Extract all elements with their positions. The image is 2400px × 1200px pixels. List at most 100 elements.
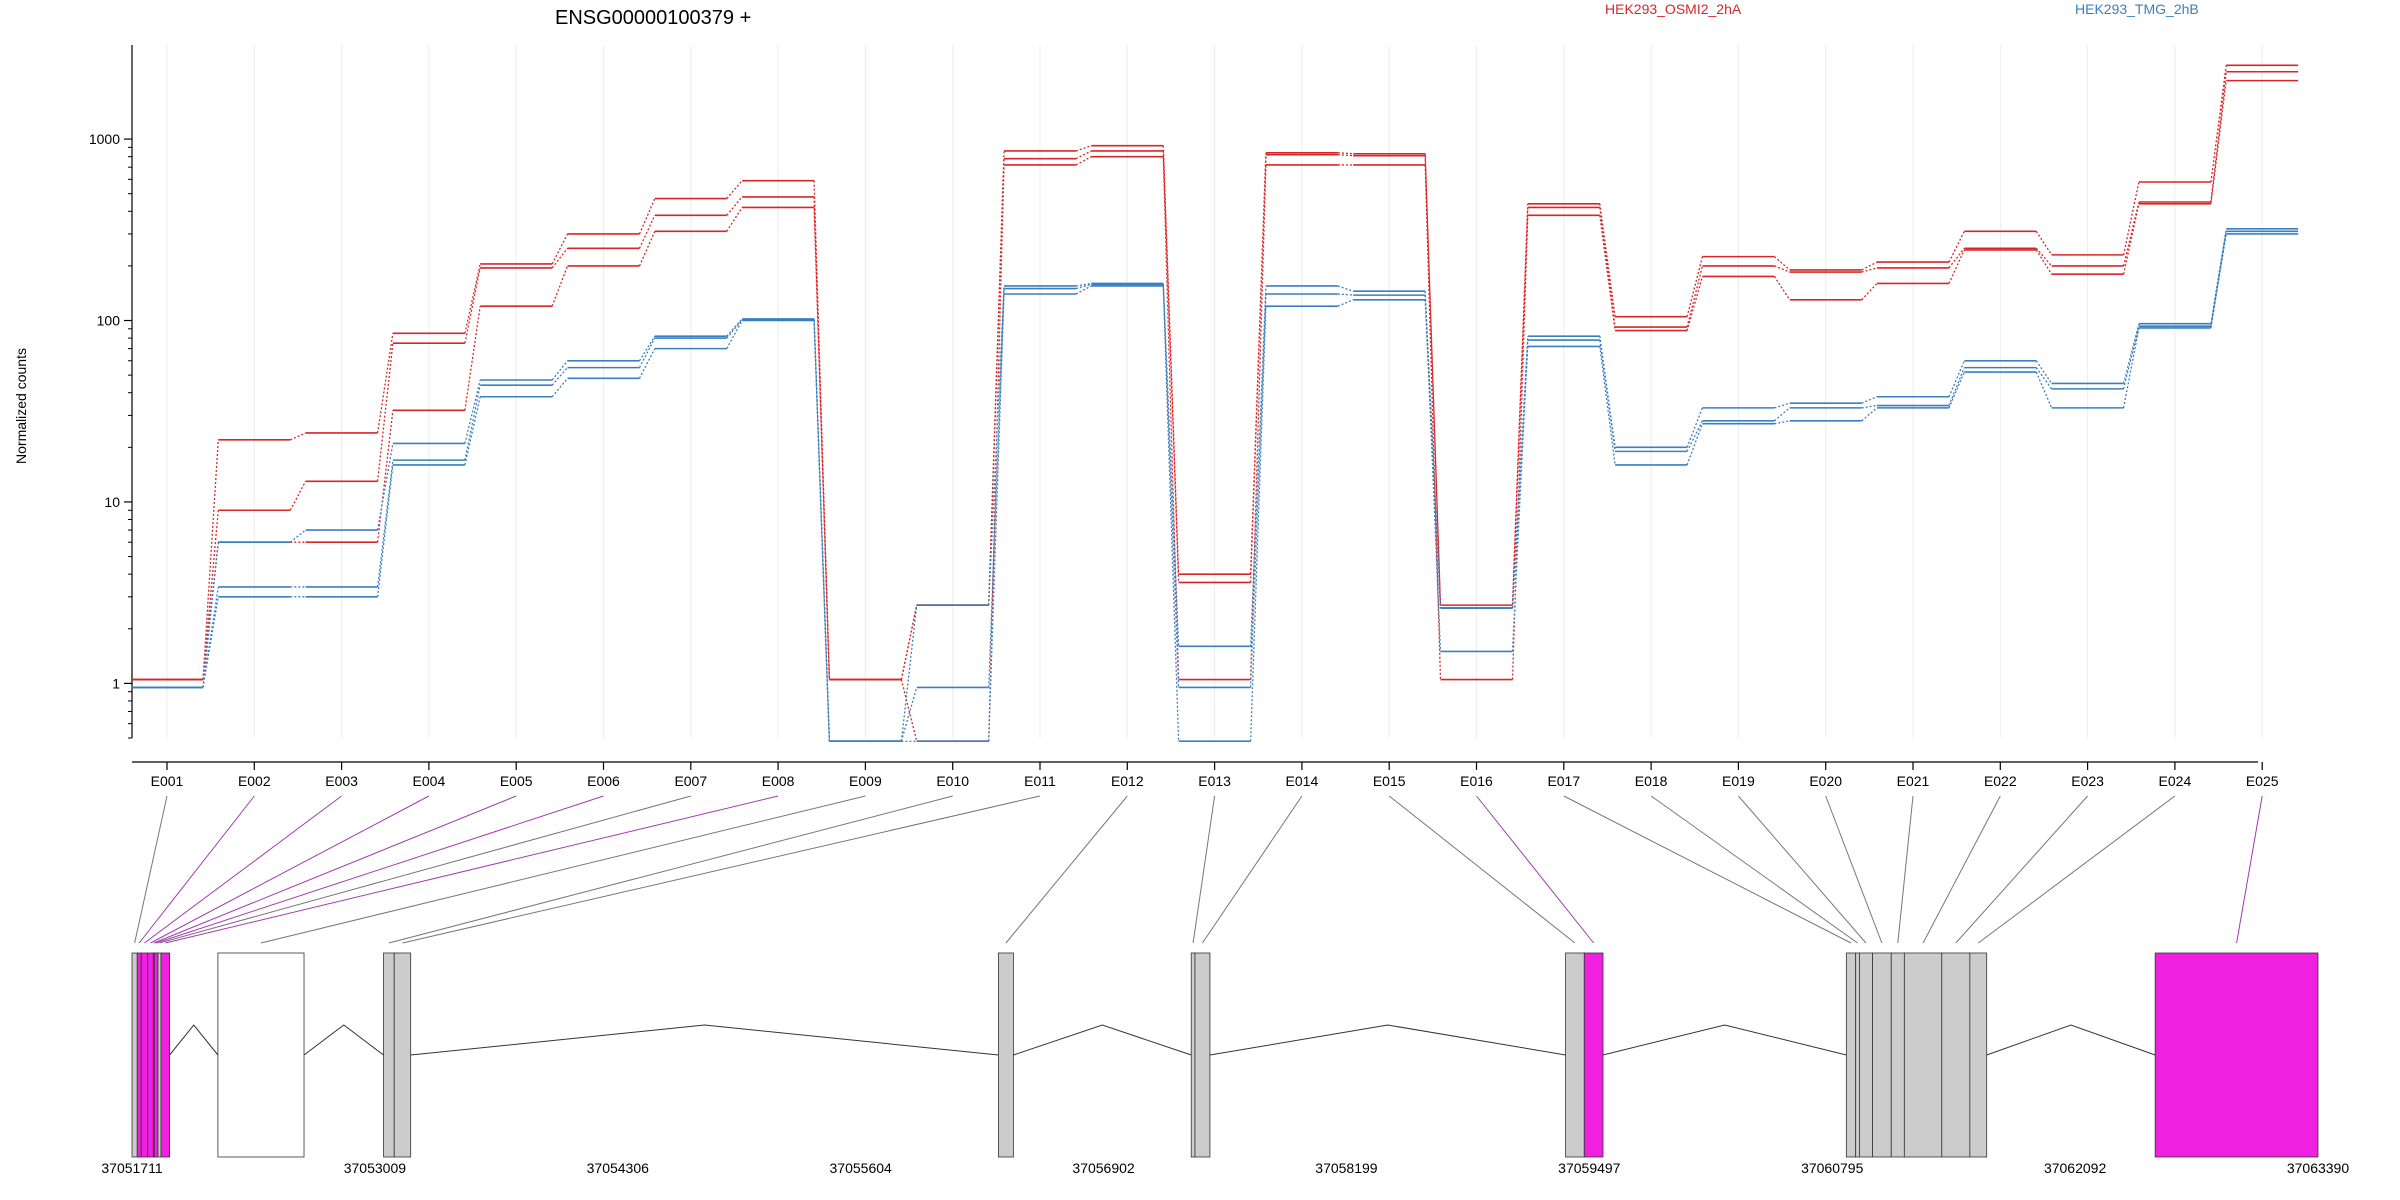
exon-box bbox=[153, 952, 159, 1158]
gridlines bbox=[166, 45, 2263, 738]
x-tick-label: E019 bbox=[1722, 773, 1755, 789]
exon-box bbox=[147, 952, 154, 1158]
x-tick-label: E005 bbox=[500, 773, 533, 789]
x-tick-label: E020 bbox=[1809, 773, 1842, 789]
x-axis: E001 E002 E003 E004 E005 E006 E007 E008 E009 E010… bbox=[132, 761, 2279, 789]
x-tick-label: E023 bbox=[2071, 773, 2104, 789]
connector-line bbox=[1897, 795, 1914, 944]
connector-line bbox=[1192, 795, 1216, 944]
connector-line bbox=[1005, 795, 1128, 944]
connector-line bbox=[159, 795, 691, 944]
x-tick-label: E018 bbox=[1635, 773, 1668, 789]
exon-box bbox=[1565, 952, 1585, 1158]
connector-line bbox=[260, 795, 866, 944]
exon-box bbox=[383, 952, 395, 1158]
x-tick-label: E009 bbox=[849, 773, 882, 789]
x-tick-label: E011 bbox=[1024, 773, 1056, 789]
intron-line bbox=[410, 1024, 999, 1056]
exon-box bbox=[1890, 952, 1905, 1158]
x-tick-label: E013 bbox=[1198, 773, 1231, 789]
coordinate-label: 37059497 bbox=[1558, 1160, 1621, 1176]
exon-box bbox=[998, 952, 1014, 1158]
coordinate-label: 37063390 bbox=[2287, 1160, 2350, 1176]
exon-box bbox=[1903, 952, 1943, 1158]
x-tick-label: E016 bbox=[1460, 773, 1493, 789]
connector-line bbox=[138, 795, 255, 944]
exon-box bbox=[1855, 952, 1860, 1158]
connector-line bbox=[1202, 795, 1303, 944]
connector-line bbox=[1825, 795, 1883, 944]
x-tick-label: E015 bbox=[1373, 773, 1406, 789]
connector-line bbox=[402, 795, 1041, 944]
x-tick-label: E024 bbox=[2159, 773, 2192, 789]
y-axis-label: Normalized counts bbox=[13, 348, 29, 464]
intron-line bbox=[1986, 1024, 2156, 1056]
y-axis: 1 10 100 1000 bbox=[89, 45, 133, 739]
intron-line bbox=[303, 1024, 384, 1056]
connector-line bbox=[165, 795, 779, 944]
x-tick-label: E008 bbox=[762, 773, 795, 789]
x-tick-label: E012 bbox=[1111, 773, 1144, 789]
genomic-coordinate-axis: 37051711 37053009 37054306 37055604 37056902… bbox=[101, 1160, 2349, 1176]
connector-line bbox=[1476, 795, 1595, 944]
exon-box bbox=[1583, 952, 1604, 1158]
series-line bbox=[202, 231, 2227, 742]
connector-line bbox=[1738, 795, 1867, 944]
exon-box bbox=[1941, 952, 1971, 1158]
x-tick-label: E003 bbox=[325, 773, 358, 789]
coordinate-label: 37056902 bbox=[1072, 1160, 1135, 1176]
coordinate-label: 37062092 bbox=[2044, 1160, 2107, 1176]
series bbox=[131, 230, 2299, 743]
exon-box bbox=[1194, 952, 1211, 1158]
intron-line bbox=[1209, 1024, 1566, 1056]
connector-line bbox=[1922, 795, 2001, 944]
legend: HEK293_OSMI2_2hA HEK293_TMG_2hB bbox=[1605, 1, 2199, 17]
x-tick-label: E007 bbox=[674, 773, 707, 789]
connector-line bbox=[2236, 795, 2263, 944]
connector-line bbox=[153, 795, 517, 944]
connector-line bbox=[1563, 795, 1852, 944]
exon-box bbox=[1859, 952, 1873, 1158]
x-tick-label: E021 bbox=[1897, 773, 1930, 789]
connector-line bbox=[155, 795, 604, 944]
connector-line bbox=[1388, 795, 1576, 944]
coordinate-label: 37053009 bbox=[344, 1160, 407, 1176]
exon-box bbox=[131, 952, 138, 1158]
x-tick-label: E017 bbox=[1547, 773, 1580, 789]
chart-title: ENSG00000100379 + bbox=[555, 7, 751, 29]
coordinate-label: 37055604 bbox=[830, 1160, 893, 1176]
series-line bbox=[202, 233, 2227, 742]
x-tick-label: E022 bbox=[1984, 773, 2017, 789]
coordinate-label: 37051711 bbox=[101, 1160, 162, 1176]
y-tick-label: 100 bbox=[97, 313, 121, 329]
x-tick-label: E010 bbox=[936, 773, 969, 789]
connector-line bbox=[388, 795, 953, 944]
coordinate-label: 37058199 bbox=[1315, 1160, 1378, 1176]
connector-line bbox=[144, 795, 342, 944]
exon-connector-lines bbox=[134, 795, 2263, 944]
x-tick-label: E002 bbox=[238, 773, 271, 789]
exon-box bbox=[140, 952, 149, 1158]
series bbox=[131, 233, 2299, 743]
y-tick-label: 1 bbox=[112, 675, 120, 691]
connector-line bbox=[134, 795, 168, 944]
x-tick-label: E004 bbox=[413, 773, 446, 789]
legend-entry-tmg: HEK293_TMG_2hB bbox=[2075, 1, 2199, 17]
legend-entry-osmi2: HEK293_OSMI2_2hA bbox=[1605, 1, 1742, 17]
y-tick-label: 1000 bbox=[89, 131, 120, 147]
series-line bbox=[202, 71, 2227, 680]
exon-box bbox=[217, 952, 305, 1158]
exon-box bbox=[157, 952, 162, 1158]
exon-box bbox=[1872, 952, 1892, 1158]
exon-box bbox=[2154, 952, 2319, 1158]
intron-line bbox=[169, 1024, 219, 1056]
coordinate-label: 37060795 bbox=[1801, 1160, 1864, 1176]
series-lines bbox=[131, 64, 2299, 743]
x-tick-label: E014 bbox=[1286, 773, 1319, 789]
connector-line bbox=[1650, 795, 1858, 944]
exon-box bbox=[136, 952, 142, 1158]
intron-line bbox=[1602, 1024, 1847, 1056]
intron-line bbox=[1013, 1024, 1192, 1056]
connector-line bbox=[1977, 795, 2176, 944]
